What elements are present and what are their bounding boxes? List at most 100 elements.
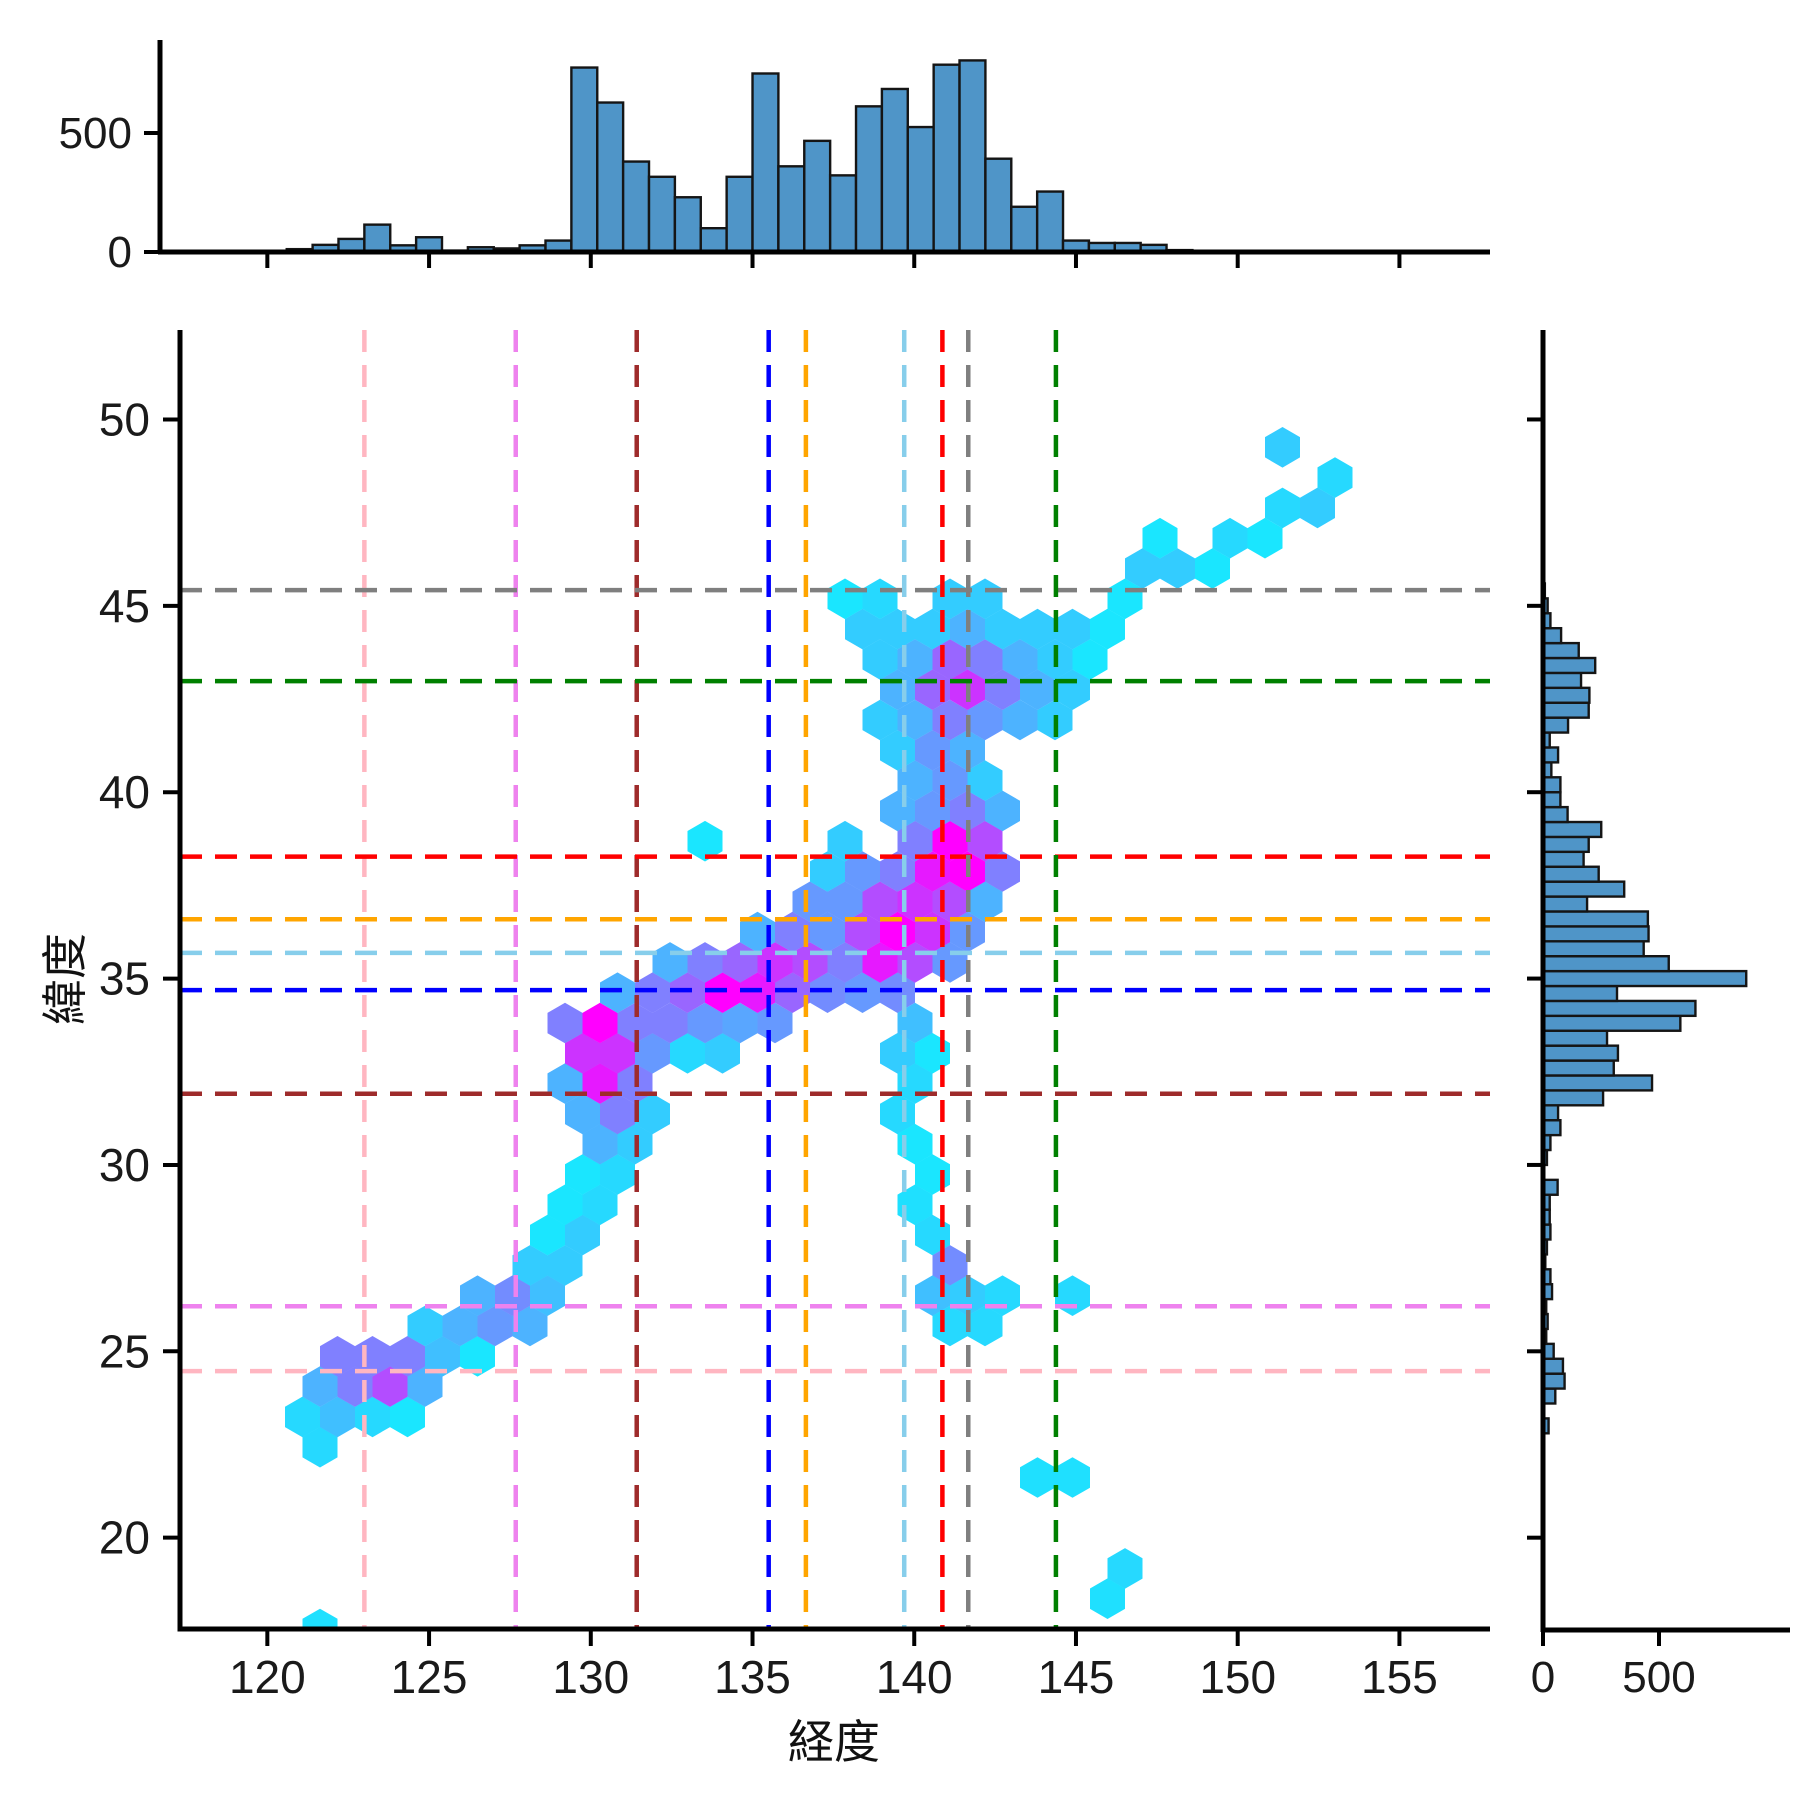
right-hist-bar: [1541, 1029, 1609, 1047]
hex-cell: [285, 1396, 320, 1438]
hex-cell: [1125, 548, 1160, 589]
hex-cell: [967, 760, 1003, 801]
hex-cell: [320, 1336, 355, 1377]
hex-cell: [985, 851, 1020, 892]
top-hist-bar: [725, 175, 754, 254]
hex-cell: [407, 1366, 443, 1407]
top-hist-bar: [984, 157, 1013, 254]
top-histogram-axes: 0 500: [59, 40, 1490, 277]
top-hist-bar: [751, 72, 780, 254]
top-hist-bar: [570, 66, 599, 254]
hex-cell: [582, 1002, 618, 1044]
right-hist-bar: [1541, 955, 1670, 973]
right-hist-bar: [1541, 1089, 1605, 1107]
right-histogram-axes: 0 500: [1527, 330, 1790, 1702]
top-hist-bar: [363, 223, 392, 254]
hex-cell: [390, 1396, 425, 1438]
hex-cell: [967, 881, 1003, 923]
x-axis-label: 経度: [788, 1716, 880, 1768]
svg-text:125: 125: [391, 1651, 468, 1703]
hex-cell: [302, 1426, 338, 1468]
svg-text:30: 30: [99, 1139, 150, 1191]
top-hist-bar: [803, 139, 832, 254]
right-hist-bar: [1541, 626, 1563, 645]
hex-cell: [600, 1154, 635, 1195]
svg-text:140: 140: [876, 1651, 953, 1703]
svg-text:45: 45: [99, 580, 150, 632]
svg-text:500: 500: [1622, 1653, 1695, 1702]
hex-cell: [845, 851, 880, 892]
right-hist-bar: [1541, 716, 1570, 734]
right-hist-bar: [1541, 895, 1589, 913]
svg-text:0: 0: [108, 228, 132, 277]
hex-cell: [862, 699, 898, 741]
hex-cell: [687, 820, 723, 862]
hex-cell: [740, 972, 775, 1013]
top-hist-bar: [777, 165, 806, 254]
hex-cell: [320, 1396, 355, 1438]
hex-cell: [547, 1002, 583, 1044]
hex-cell: [582, 1184, 618, 1226]
hex-cell: [845, 911, 880, 953]
top-hist-bar: [854, 105, 884, 254]
hex-cell: [1247, 517, 1283, 559]
hex-cell: [302, 1608, 338, 1629]
hex-cell: [547, 1184, 583, 1226]
hex-cell: [967, 820, 1003, 862]
hex-cell: [565, 1033, 600, 1074]
right-hist-bar: [1541, 656, 1597, 675]
right-hist-bar: [1541, 1119, 1562, 1137]
svg-text:500: 500: [59, 109, 132, 158]
top-hist-bar: [1010, 205, 1039, 254]
hex-cell: [565, 1154, 600, 1195]
hex-cell: [827, 820, 863, 862]
hex-cell: [967, 639, 1003, 680]
right-hist-bar: [1541, 880, 1626, 898]
hex-cell: [600, 1093, 635, 1135]
hex-cell: [1265, 487, 1300, 529]
hex-cell: [687, 1002, 723, 1044]
hex-cell: [705, 1033, 740, 1074]
svg-text:35: 35: [99, 953, 150, 1005]
hex-cell: [810, 851, 845, 892]
right-hist-bar: [1541, 790, 1562, 809]
hexbin-layer: [285, 427, 1353, 1629]
hex-cell: [810, 972, 845, 1013]
hex-cell: [1002, 699, 1038, 741]
hex-cell: [1055, 1275, 1090, 1316]
hex-cell: [1265, 427, 1300, 468]
hex-cell: [1072, 639, 1108, 680]
hex-cell: [1195, 548, 1230, 589]
hex-cell: [512, 1245, 548, 1286]
hex-cell: [1090, 1578, 1125, 1619]
svg-text:120: 120: [229, 1651, 306, 1703]
hex-cell: [985, 608, 1020, 650]
hex-cell: [862, 639, 898, 680]
reference-lines: [180, 330, 1490, 1629]
hex-cell: [1002, 639, 1038, 680]
hex-cell: [967, 699, 1003, 741]
hex-cell: [792, 881, 828, 923]
hex-cell: [547, 1245, 583, 1286]
right-hist-bar: [1541, 910, 1650, 928]
hex-cell: [530, 1214, 565, 1256]
hex-cell: [775, 911, 810, 953]
right-hist-bar: [1541, 835, 1590, 854]
top-hist-bar: [880, 87, 909, 254]
right-hist-bar: [1541, 1372, 1566, 1390]
hex-cell: [705, 972, 740, 1013]
hex-cell: [810, 911, 845, 953]
hex-cell: [635, 972, 670, 1013]
right-hist-bar: [1541, 999, 1697, 1018]
right-hist-bar: [1541, 776, 1562, 794]
hex-cell: [1300, 487, 1335, 529]
hex-cell: [477, 1305, 513, 1347]
hex-cell: [1020, 1457, 1055, 1498]
right-hist-bar: [1541, 969, 1748, 988]
right-hist-bar: [1541, 1059, 1615, 1077]
right-hist-bar: [1541, 984, 1619, 1003]
hex-cell: [670, 1033, 705, 1074]
hex-cell: [845, 972, 880, 1013]
hex-cell: [1020, 608, 1055, 650]
hex-cell: [967, 1305, 1003, 1347]
